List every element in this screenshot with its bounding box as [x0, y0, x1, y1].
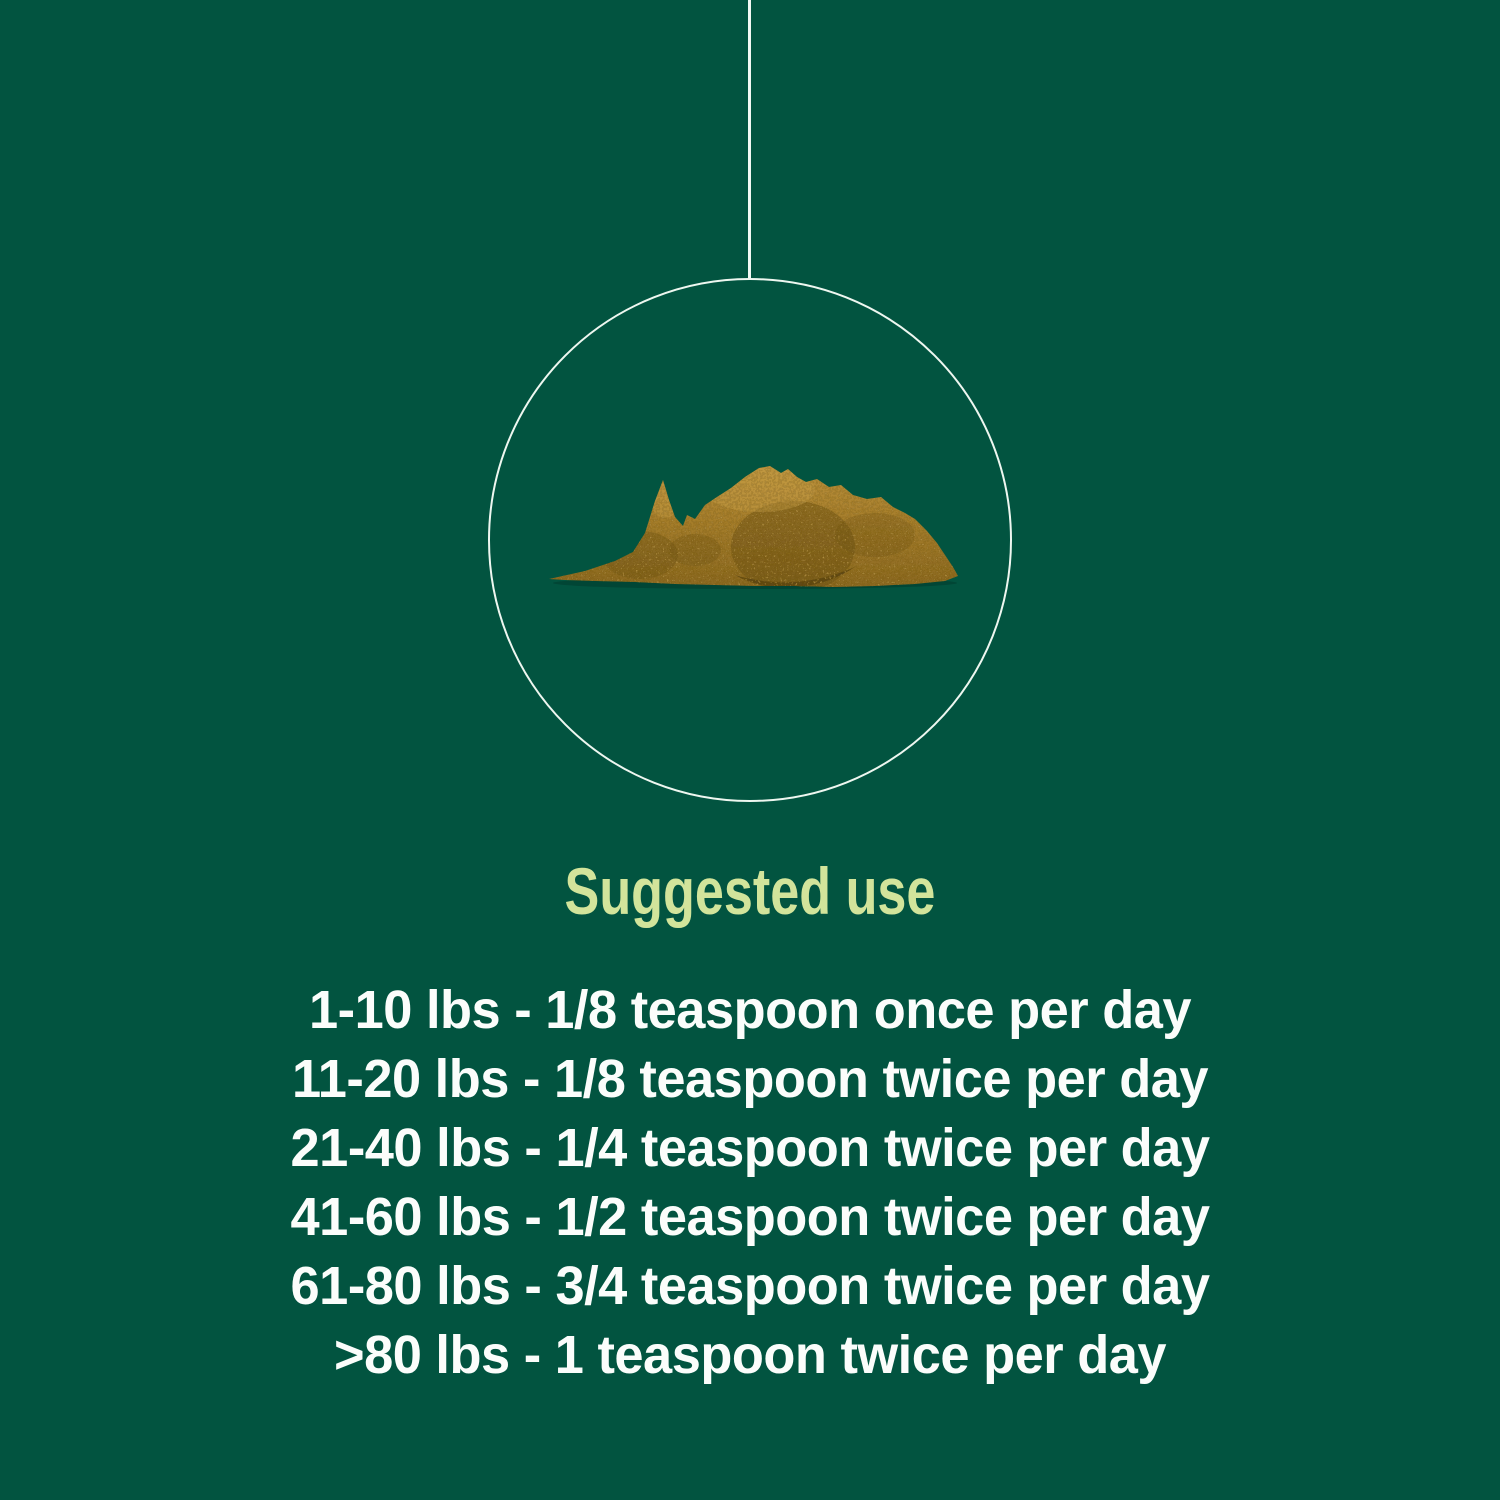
powder-pile-icon — [549, 466, 958, 589]
dosage-line-6: >80 lbs - 1 teaspoon twice per day — [333, 1325, 1167, 1385]
dosage-line-1: 1-10 lbs - 1/8 teaspoon once per day — [308, 980, 1192, 1040]
hanging-line — [748, 0, 751, 279]
dosage-line-5: 61-80 lbs - 3/4 teaspoon twice per day — [290, 1256, 1210, 1316]
dosage-line-2: 11-20 lbs - 1/8 teaspoon twice per day — [291, 1049, 1209, 1109]
dosage-line-3: 21-40 lbs - 1/4 teaspoon twice per day — [290, 1118, 1210, 1178]
section-heading: Suggested use — [564, 854, 936, 928]
dosage-line-4: 41-60 lbs - 1/2 teaspoon twice per day — [290, 1187, 1210, 1247]
dosage-list: 1-10 lbs - 1/8 teaspoon once per day 11-… — [23, 976, 1478, 1390]
powder-circle-frame — [488, 278, 1012, 802]
